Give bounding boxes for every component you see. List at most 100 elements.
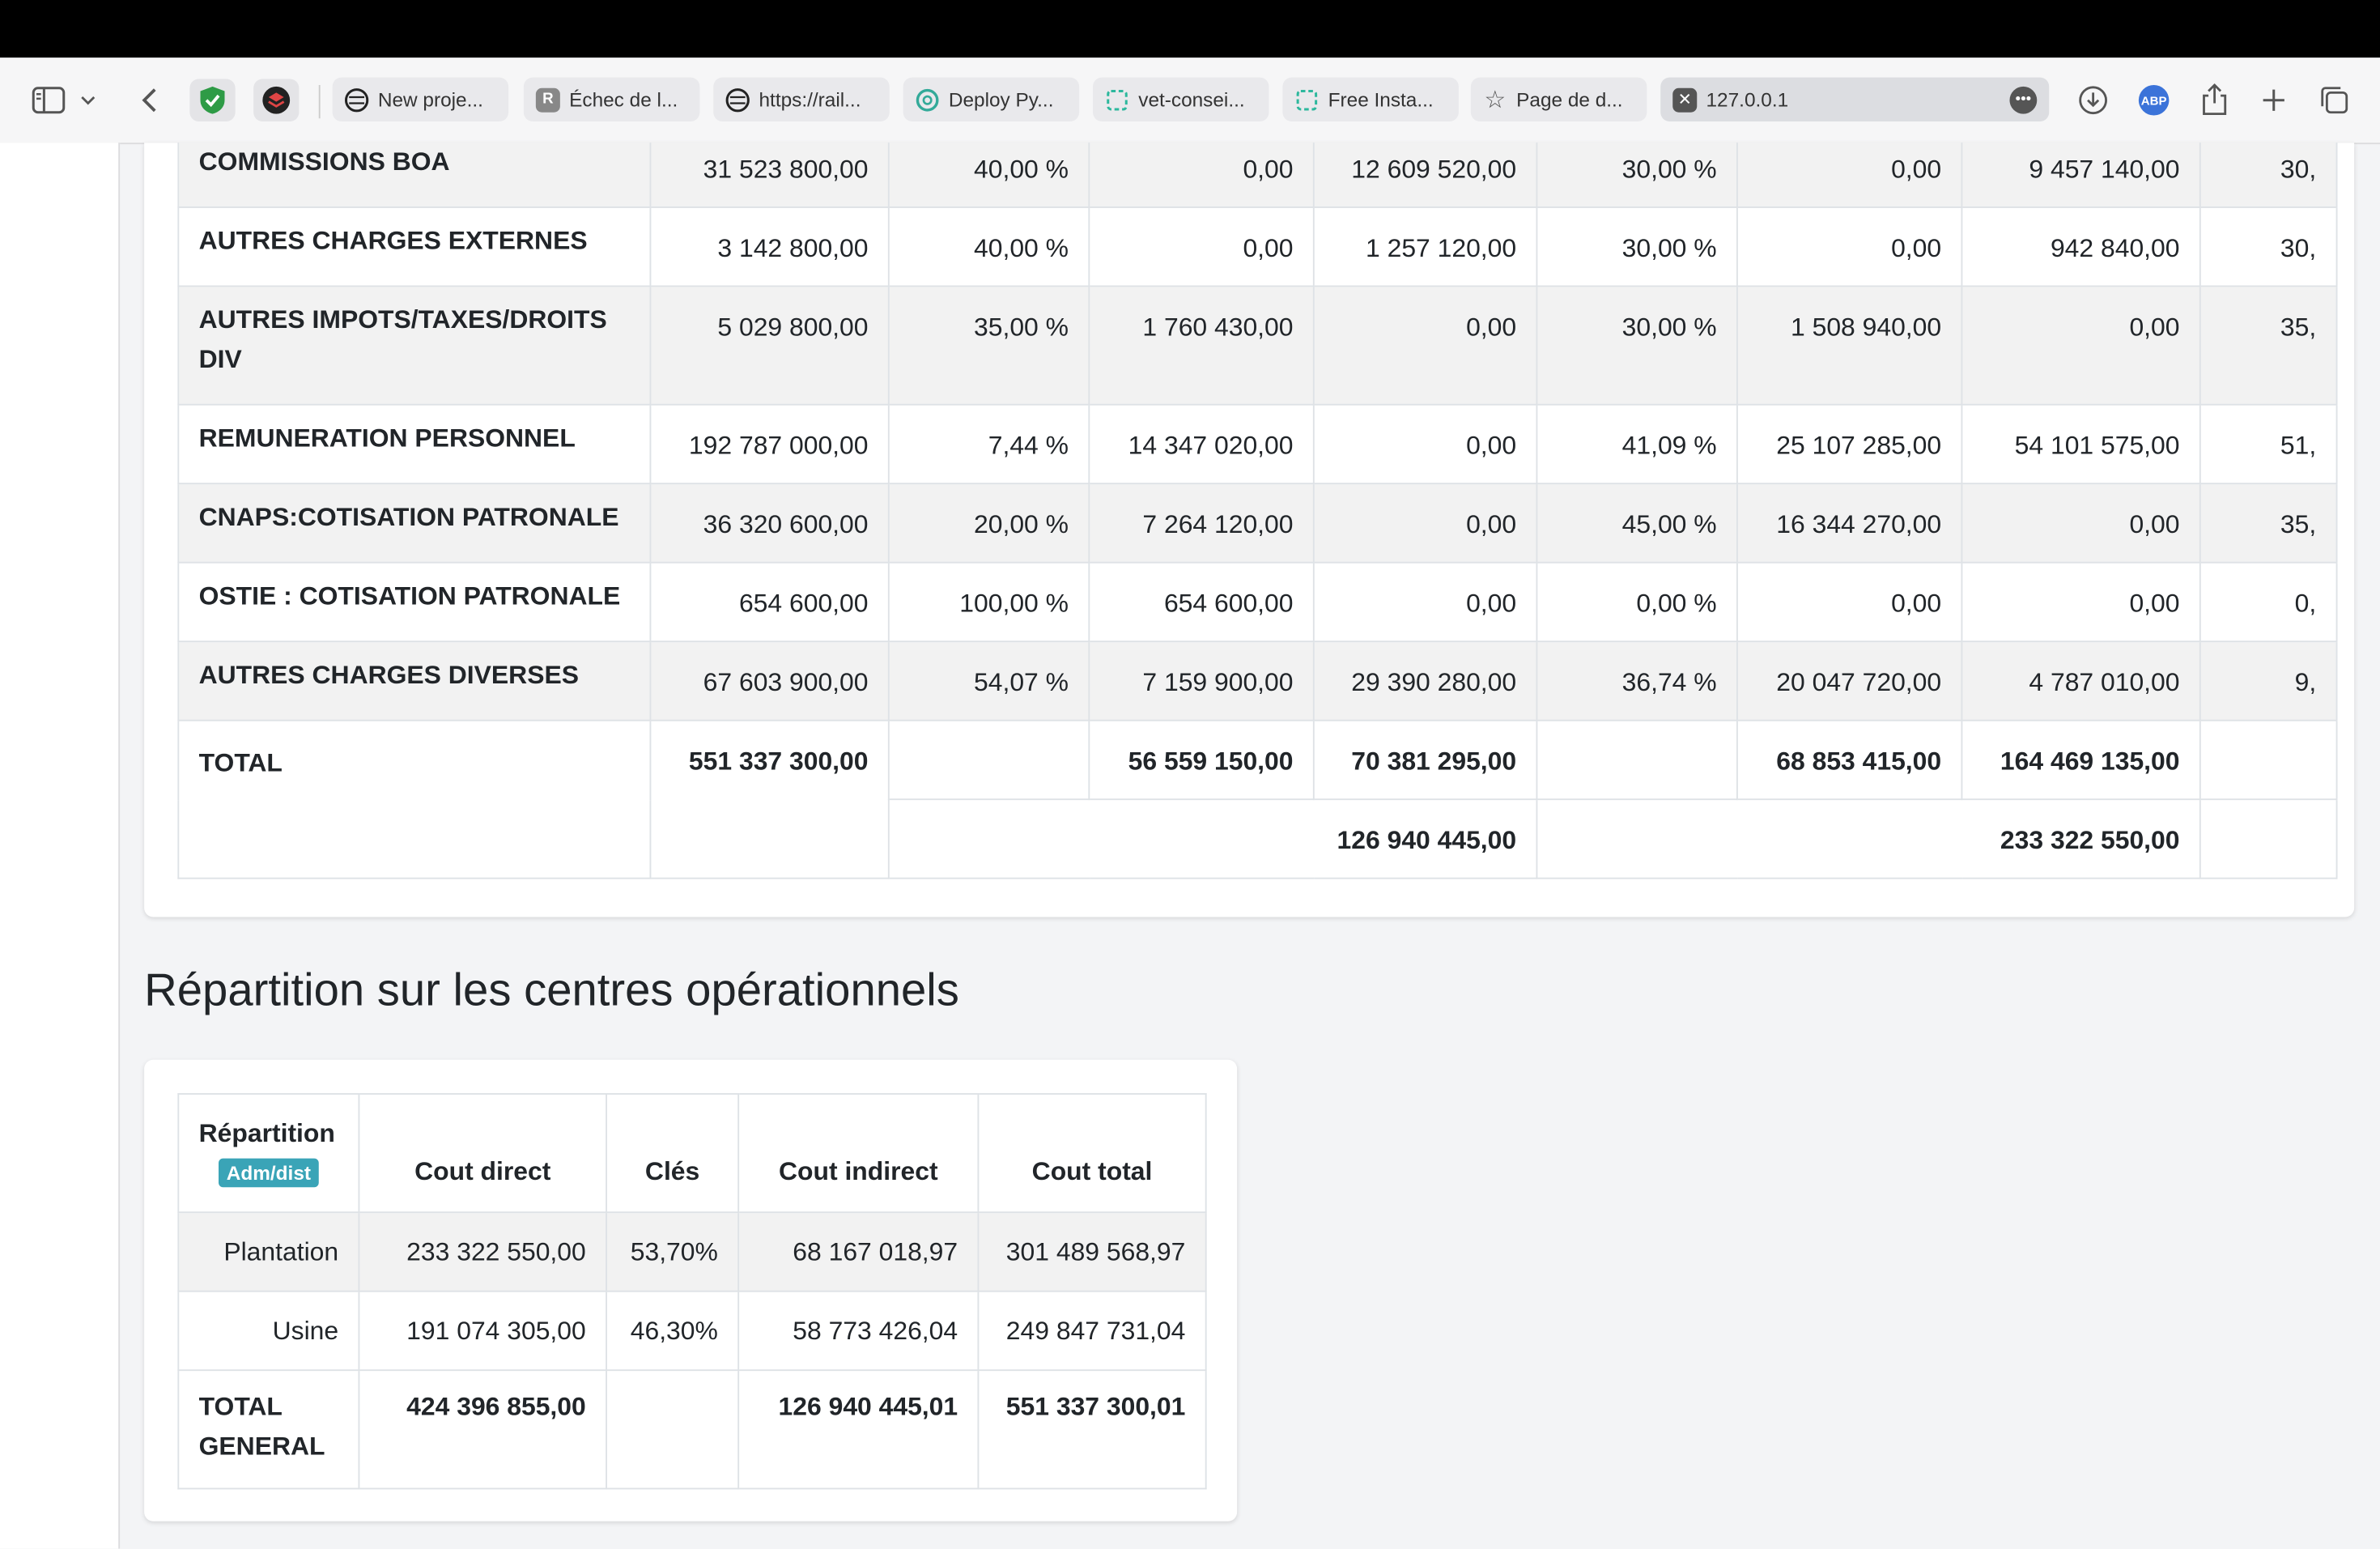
row-label: AUTRES CHARGES DIVERSES bbox=[177, 640, 652, 721]
cout-indirect-cell: 68 167 018,97 bbox=[737, 1211, 980, 1292]
sidebar-icon bbox=[32, 87, 66, 114]
table-cell: 29 390 280,00 bbox=[1312, 640, 1538, 721]
charges-card: COMMISSIONS BOA 31 523 800,00 40,00 % 0,00 1… bbox=[144, 143, 2355, 917]
cout-direct-cell: 424 396 855,00 bbox=[358, 1369, 607, 1490]
header-repartition: Répartition Adm/dist bbox=[177, 1093, 360, 1214]
table-cell: 0,00 bbox=[1312, 561, 1538, 643]
header-cout-total: Cout total bbox=[977, 1093, 1207, 1214]
table-cell: 30, bbox=[2199, 143, 2338, 208]
globe-icon bbox=[345, 87, 369, 112]
tab-vet-conseil[interactable]: vet-consei... bbox=[1093, 77, 1269, 121]
table-cell: 0,00 bbox=[1088, 206, 1315, 287]
repartition-card: Répartition Adm/dist Cout direct Clés Co… bbox=[144, 1059, 1238, 1521]
row-label: TOTAL bbox=[177, 719, 652, 879]
abp-icon: ABP bbox=[2138, 85, 2170, 116]
new-tab-button[interactable] bbox=[2253, 79, 2296, 122]
chevron-left-icon bbox=[142, 88, 156, 113]
download-icon bbox=[2079, 86, 2107, 115]
close-square-icon[interactable]: ✕ bbox=[1672, 87, 1698, 112]
tab-title: Deploy Py... bbox=[948, 87, 1054, 111]
adm-dist-badge: Adm/dist bbox=[219, 1158, 319, 1188]
table-cell: 41,09 % bbox=[1536, 403, 1738, 485]
star-icon: ☆ bbox=[1484, 87, 1507, 113]
table-cell: 9, bbox=[2199, 640, 2338, 721]
table-cell: 654 600,00 bbox=[1088, 561, 1315, 643]
total-cell bbox=[1536, 719, 1738, 801]
cout-direct-cell: 191 074 305,00 bbox=[358, 1290, 607, 1372]
tab-overview-button[interactable] bbox=[2314, 79, 2357, 122]
table-cell: 67 603 900,00 bbox=[649, 640, 890, 721]
table-cell: 31 523 800,00 bbox=[649, 143, 890, 208]
header-cles: Clés bbox=[606, 1093, 740, 1214]
share-button[interactable] bbox=[2193, 79, 2236, 122]
tab-deploy[interactable]: Deploy Py... bbox=[903, 77, 1080, 121]
openai-icon bbox=[916, 87, 940, 112]
extension-layers[interactable] bbox=[253, 79, 300, 121]
subtotal-cell: 233 322 550,00 bbox=[1536, 798, 2201, 879]
table-cell: 20,00 % bbox=[887, 483, 1090, 564]
sidebar-menu-chevron[interactable] bbox=[73, 79, 104, 122]
total-cell: 551 337 300,00 bbox=[649, 719, 890, 879]
table-cell: 30, bbox=[2199, 206, 2338, 287]
table-cell: 0,00 bbox=[1736, 561, 1963, 643]
browser-toolbar: New proje... R Échec de l... https://rai… bbox=[0, 57, 2380, 145]
tab-new-project[interactable]: New proje... bbox=[332, 77, 509, 121]
table-cell: 40,00 % bbox=[887, 206, 1090, 287]
table-cell: 20 047 720,00 bbox=[1736, 640, 1963, 721]
table-cell: 942 840,00 bbox=[1961, 206, 2201, 287]
downloads-button[interactable] bbox=[2072, 79, 2114, 122]
cout-indirect-cell: 58 773 426,04 bbox=[737, 1290, 980, 1372]
back-button[interactable] bbox=[128, 79, 171, 122]
table-cell: 100,00 % bbox=[887, 561, 1090, 643]
section-heading: Répartition sur les centres opérationnel… bbox=[144, 965, 959, 1016]
cout-total-cell: 249 847 731,04 bbox=[977, 1290, 1207, 1372]
tab-free-insta[interactable]: Free Insta... bbox=[1282, 77, 1459, 121]
total-cell: 68 853 415,00 bbox=[1736, 719, 1963, 801]
tab-title: Échec de l... bbox=[569, 87, 678, 111]
cout-total-cell: 301 489 568,97 bbox=[977, 1211, 1207, 1292]
table-row: Plantation 233 322 550,00 53,70% 68 167 … bbox=[177, 1211, 1207, 1292]
row-label: OSTIE : COTISATION PATRONALE bbox=[177, 561, 652, 643]
bracket-icon bbox=[1105, 87, 1129, 112]
shield-icon bbox=[200, 86, 225, 114]
total-cell: 164 469 135,00 bbox=[1961, 719, 2201, 801]
table-cell: 654 600,00 bbox=[649, 561, 890, 643]
table-cell: 30,00 % bbox=[1536, 143, 1738, 208]
total-cell bbox=[887, 719, 1090, 801]
tab-title: Free Insta... bbox=[1328, 87, 1434, 111]
tab-echec[interactable]: R Échec de l... bbox=[523, 77, 700, 121]
subtotal-cell: 126 940 445,00 bbox=[887, 798, 1538, 879]
header-repartition-label: Répartition bbox=[198, 1118, 335, 1148]
table-cell: 30,00 % bbox=[1536, 206, 1738, 287]
table-cell: 1 508 940,00 bbox=[1736, 285, 1963, 406]
os-menu-bar bbox=[0, 0, 2380, 58]
row-label: Usine bbox=[177, 1290, 360, 1372]
sidebar-toggle-button[interactable] bbox=[28, 79, 70, 122]
total-row: TOTAL 551 337 300,00 56 559 150,00 70 381 2… bbox=[177, 719, 2338, 879]
header-cout-direct: Cout direct bbox=[358, 1093, 607, 1214]
bracket-icon bbox=[1294, 87, 1319, 112]
table-cell: 192 787 000,00 bbox=[649, 403, 890, 485]
share-icon bbox=[2203, 83, 2227, 116]
table-cell: 4 787 010,00 bbox=[1961, 640, 2201, 721]
table-cell: 12 609 520,00 bbox=[1312, 143, 1538, 208]
cout-indirect-cell: 126 940 445,01 bbox=[737, 1369, 980, 1490]
total-cell: 70 381 295,00 bbox=[1312, 719, 1538, 801]
table-row: AUTRES CHARGES DIVERSES 67 603 900,00 54,0… bbox=[177, 640, 2338, 721]
table-cell: 45,00 % bbox=[1536, 483, 1738, 564]
tab-page-de[interactable]: ☆ Page de d... bbox=[1470, 77, 1647, 121]
tab-localhost[interactable]: ✕ 127.0.0.1 ••• bbox=[1660, 77, 2050, 121]
globe-icon bbox=[725, 87, 750, 112]
table-row: CNAPS:COTISATION PATRONALE 36 320 600,00 2… bbox=[177, 483, 2338, 564]
adblock-button[interactable]: ABP bbox=[2132, 79, 2175, 122]
more-icon[interactable]: ••• bbox=[2009, 85, 2038, 113]
total-cell bbox=[2199, 719, 2338, 801]
extension-shield[interactable] bbox=[189, 79, 236, 121]
table-cell: 35, bbox=[2199, 285, 2338, 406]
tab-title: New proje... bbox=[377, 87, 483, 111]
tab-railway[interactable]: https://rail... bbox=[713, 77, 890, 121]
cles-cell: 53,70% bbox=[606, 1211, 740, 1292]
table-cell: 54 101 575,00 bbox=[1961, 403, 2201, 485]
table-row: Usine 191 074 305,00 46,30% 58 773 426,0… bbox=[177, 1290, 1207, 1372]
total-cell: 56 559 150,00 bbox=[1088, 719, 1315, 801]
